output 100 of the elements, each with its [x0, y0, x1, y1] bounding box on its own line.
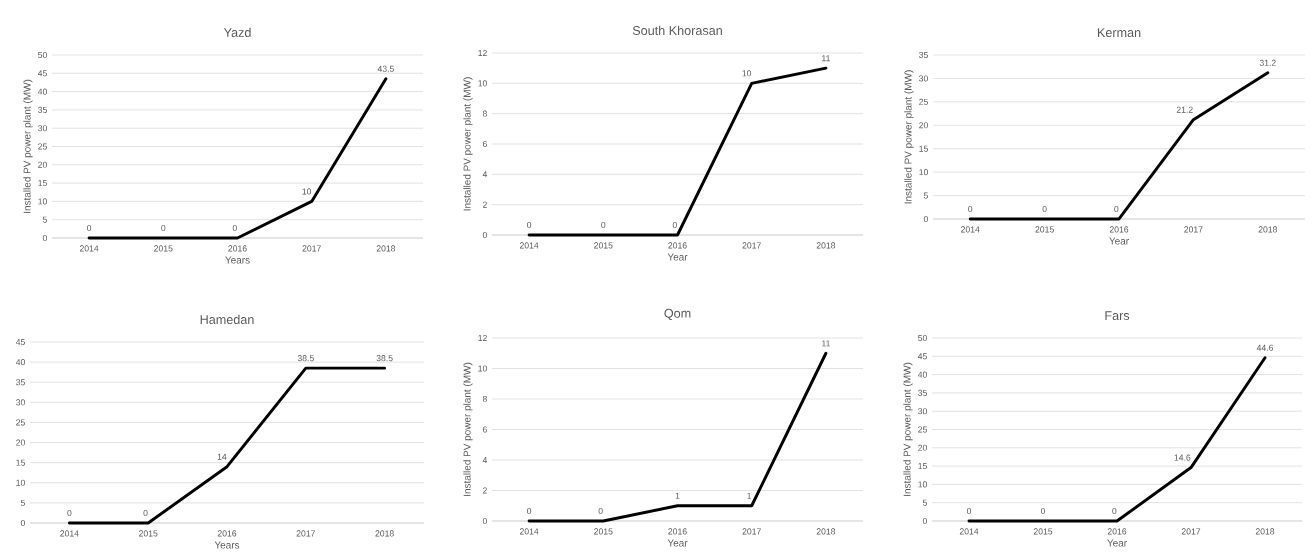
x-tick-label: 2016	[668, 528, 687, 535]
y-tick-label: 10	[478, 80, 487, 87]
data-label: 0	[87, 224, 92, 232]
data-label: 14	[217, 453, 227, 460]
x-axis-title: Years	[214, 541, 240, 549]
x-tick-label: 2017	[296, 530, 315, 537]
y-tick-label: 8	[482, 395, 487, 403]
y-axis-title: Installed PV power plant (MW)	[23, 79, 33, 213]
y-tick-label: 15	[919, 145, 928, 152]
y-tick-label: 15	[918, 463, 927, 470]
y-tick-label: 10	[919, 169, 928, 176]
data-label: 0	[1112, 507, 1117, 515]
data-label: 0	[67, 509, 72, 517]
y-tick-label: 0	[20, 519, 25, 527]
y-tick-label: 30	[16, 399, 25, 406]
chart-title: Qom	[664, 308, 691, 321]
x-tick-label: 2016	[217, 530, 237, 537]
x-tick-label: 2018	[1255, 528, 1275, 535]
data-label: 0	[527, 221, 532, 229]
y-tick-label: 25	[919, 98, 928, 105]
data-label: 1	[747, 492, 752, 499]
chart-title: South Khorasan	[632, 25, 722, 35]
data-label: 43.5	[377, 65, 394, 72]
data-label: 0	[968, 205, 973, 213]
y-tick-label: 15	[16, 459, 25, 466]
y-tick-label: 15	[38, 180, 47, 187]
y-tick-label: 20	[16, 439, 25, 446]
x-tick-label: 2018	[375, 530, 394, 537]
x-tick-label: 2017	[742, 528, 761, 535]
x-tick-label: 2015	[1033, 528, 1053, 535]
data-label: 1	[675, 492, 680, 499]
data-label: 38.5	[297, 355, 314, 362]
x-tick-label: 2018	[1258, 226, 1278, 233]
y-tick-label: 12	[478, 49, 487, 57]
y-axis-title: Installed PV power plant (MW)	[463, 362, 473, 496]
data-label: 0	[1040, 507, 1046, 515]
data-label: 0	[232, 224, 237, 232]
data-label: 0	[672, 221, 677, 229]
chart-title: Kerman	[1097, 28, 1141, 37]
x-axis-title: Year	[1107, 539, 1127, 547]
y-tick-label: 5	[42, 216, 47, 223]
data-label: 0	[527, 507, 532, 515]
y-tick-label: 0	[923, 215, 928, 223]
y-tick-label: 45	[37, 70, 47, 77]
y-tick-label: 5	[20, 499, 25, 506]
y-tick-label: 35	[919, 51, 928, 59]
x-tick-label: 2015	[594, 242, 613, 249]
x-axis-title: Year	[667, 539, 688, 547]
y-tick-label: 6	[482, 140, 487, 148]
data-label: 14.6	[1174, 454, 1191, 461]
y-tick-label: 35	[918, 389, 927, 396]
data-label: 11	[822, 55, 830, 62]
x-tick-label: 2015	[1035, 226, 1054, 233]
x-tick-label: 2014	[961, 226, 980, 233]
y-tick-label: 4	[482, 171, 488, 178]
chart-title: Hamedan	[200, 314, 254, 324]
data-label: 10	[742, 70, 752, 77]
y-tick-label: 40	[917, 371, 927, 378]
x-axis-title: Year	[667, 253, 688, 261]
data-label: 31.2	[1259, 59, 1276, 66]
x-tick-label: 2014	[519, 242, 539, 249]
data-label: 21.2	[1176, 106, 1193, 113]
y-tick-label: 20	[38, 161, 47, 168]
data-label: 0	[143, 509, 148, 517]
x-tick-label: 2016	[1109, 226, 1129, 233]
y-tick-label: 45	[15, 338, 25, 346]
y-tick-label: 20	[919, 122, 928, 129]
y-tick-label: 35	[16, 379, 25, 386]
y-tick-label: 50	[918, 334, 927, 342]
data-label: 0	[1042, 205, 1047, 213]
x-tick-label: 2017	[302, 245, 321, 252]
y-tick-label: 40	[15, 359, 25, 366]
y-tick-label: 0	[482, 517, 487, 525]
x-tick-label: 2018	[376, 245, 396, 252]
y-axis-title: Installed PV power plant (MW)	[904, 70, 914, 204]
data-label: 0	[598, 507, 603, 515]
data-label: 0	[966, 507, 972, 515]
x-tick-label: 2014	[60, 530, 79, 537]
chart-title: Yazd	[223, 27, 251, 37]
x-tick-label: 2015	[154, 245, 173, 252]
x-tick-label: 2015	[594, 528, 613, 535]
y-axis-title: Installed PV power plant (MW)	[463, 77, 473, 211]
y-tick-label: 25	[16, 419, 25, 426]
y-tick-label: 5	[922, 499, 927, 506]
y-tick-label: 6	[482, 426, 487, 433]
x-tick-label: 2015	[139, 530, 158, 537]
x-tick-label: 2016	[228, 245, 247, 252]
y-tick-label: 40	[37, 88, 47, 95]
y-tick-label: 10	[38, 198, 47, 205]
y-tick-label: 0	[922, 517, 927, 525]
y-tick-label: 35	[38, 106, 47, 113]
y-tick-label: 10	[918, 481, 927, 488]
y-tick-label: 0	[42, 234, 47, 242]
data-label: 38.5	[376, 355, 393, 362]
x-tick-label: 2018	[816, 528, 836, 535]
x-tick-label: 2018	[816, 242, 836, 249]
y-tick-label: 2	[482, 487, 487, 494]
x-tick-label: 2017	[742, 242, 761, 249]
x-axis-title: Year	[1109, 237, 1129, 245]
y-tick-label: 30	[919, 75, 928, 82]
